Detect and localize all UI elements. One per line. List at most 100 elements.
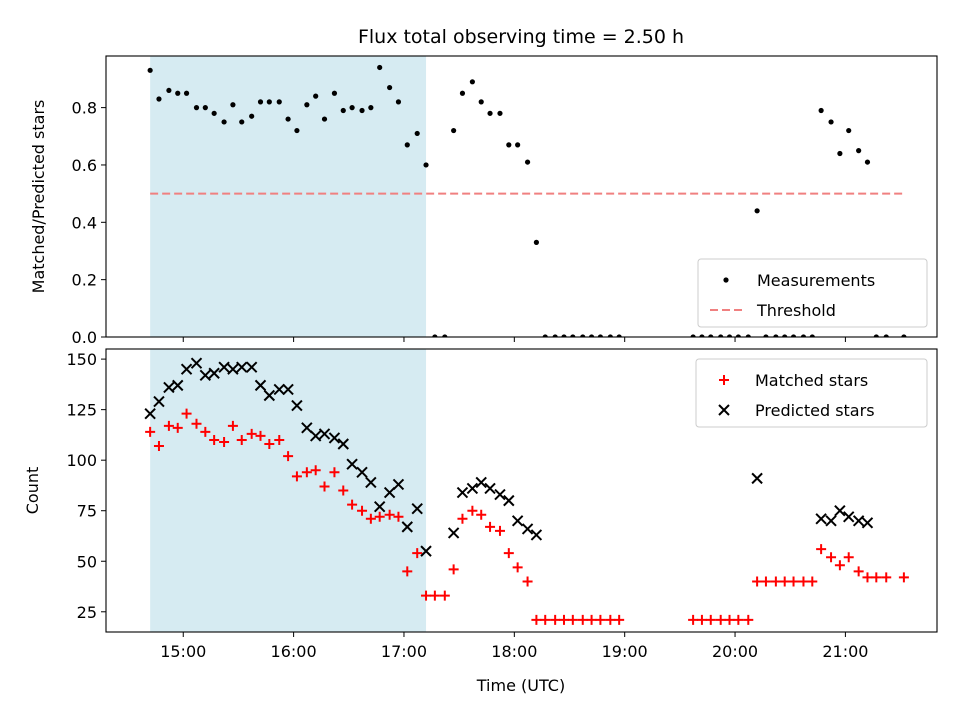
plot-area (144, 357, 909, 625)
data-point (147, 67, 153, 73)
data-point (227, 420, 238, 431)
data-point (414, 130, 420, 137)
data-point (401, 521, 413, 533)
data-point (898, 572, 909, 583)
data-point (760, 576, 771, 587)
y-tick-label: 0.4 (72, 213, 97, 232)
legend-label: Matched stars (755, 371, 868, 390)
data-point (497, 110, 503, 116)
data-point (392, 478, 405, 491)
data-point (246, 428, 257, 439)
data-point (218, 361, 230, 373)
legend: Matched stars Predicted stars (695, 358, 928, 428)
data-point (359, 107, 365, 114)
y-axis-label: Matched/Predicted stars (29, 100, 48, 294)
data-point (862, 572, 873, 583)
data-point (254, 379, 267, 392)
observing-window-shade (150, 349, 427, 632)
data-point (724, 614, 735, 625)
data-point (393, 511, 404, 522)
data-point (825, 515, 837, 527)
data-point (570, 334, 576, 337)
data-point (172, 422, 183, 433)
data-point (328, 432, 341, 444)
data-point (715, 614, 726, 625)
data-point (790, 334, 797, 337)
data-point (699, 334, 705, 337)
data-point (346, 458, 358, 470)
data-point (577, 614, 588, 625)
data-point (329, 467, 340, 478)
data-point (459, 90, 466, 96)
data-point (448, 564, 459, 575)
observing-window-shade (150, 56, 427, 337)
data-point (540, 614, 551, 625)
data-point (156, 96, 162, 102)
chart-title: Flux total observing time = 2.50 h (358, 26, 684, 48)
x-tick-label: 18:00 (491, 642, 537, 661)
data-point (368, 105, 374, 111)
data-point (276, 99, 282, 105)
y-tick-label: 0.0 (72, 328, 97, 347)
data-point (815, 513, 827, 525)
data-point (873, 334, 879, 337)
x-tick-label: 19:00 (602, 642, 648, 661)
data-point (439, 590, 450, 601)
data-point (834, 505, 846, 517)
data-point (853, 566, 864, 577)
data-point (605, 614, 616, 625)
legend-marker (718, 404, 730, 416)
data-point (506, 142, 512, 148)
data-point (340, 107, 346, 114)
data-point (745, 334, 751, 337)
data-point (208, 367, 220, 379)
data-point (515, 142, 521, 148)
data-point (843, 511, 855, 523)
data-point (558, 614, 569, 625)
data-point (705, 614, 716, 625)
y-tick-label: 0.2 (72, 271, 97, 290)
data-point (561, 334, 567, 337)
data-point (478, 99, 484, 105)
data-point (313, 93, 319, 99)
data-point (163, 420, 174, 431)
data-point (531, 614, 542, 625)
data-point (552, 334, 558, 337)
data-point (614, 614, 625, 625)
data-point (331, 90, 338, 96)
data-point (153, 395, 165, 408)
data-point (542, 334, 548, 337)
data-point (285, 116, 291, 122)
data-point (770, 576, 781, 587)
data-point (751, 472, 763, 485)
data-point (718, 334, 724, 337)
data-point (871, 572, 882, 583)
data-point (301, 467, 312, 478)
data-point (834, 560, 845, 571)
data-point (856, 148, 862, 154)
data-point (384, 509, 395, 520)
data-point (447, 527, 460, 539)
data-point (227, 363, 239, 375)
data-point (387, 84, 393, 91)
data-point (511, 515, 524, 527)
x-tick-label: 20:00 (712, 642, 758, 661)
data-point (236, 434, 247, 445)
data-point (338, 485, 349, 496)
data-point (588, 334, 595, 337)
data-point (883, 334, 889, 337)
data-point (595, 614, 606, 625)
data-point (209, 434, 220, 445)
data-point (809, 334, 815, 337)
x-tick-label: 17:00 (381, 642, 427, 661)
axes-frame (105, 55, 938, 338)
data-point (503, 494, 515, 507)
data-point (349, 105, 355, 111)
data-point (423, 162, 429, 168)
y-axis-label: Count (23, 467, 42, 515)
data-point (846, 127, 852, 134)
data-point (357, 505, 368, 516)
data-point (788, 576, 799, 587)
legend-marker (723, 277, 729, 283)
